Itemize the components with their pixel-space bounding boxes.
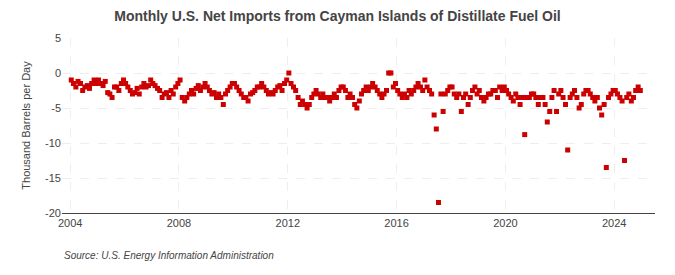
svg-text:2016: 2016 <box>384 217 408 229</box>
svg-text:2024: 2024 <box>602 217 626 229</box>
svg-text:-15: -15 <box>45 172 61 184</box>
svg-text:2004: 2004 <box>58 217 82 229</box>
svg-text:Thousand Barrels per Day: Thousand Barrels per Day <box>20 61 32 190</box>
svg-text:-5: -5 <box>51 102 61 114</box>
svg-text:-20: -20 <box>45 207 61 219</box>
svg-text:-10: -10 <box>45 137 61 149</box>
svg-text:Source: U.S. Energy Informatio: Source: U.S. Energy Information Administ… <box>64 250 274 261</box>
svg-text:2020: 2020 <box>493 217 517 229</box>
svg-text:2012: 2012 <box>276 217 300 229</box>
svg-text:5: 5 <box>55 32 61 44</box>
svg-text:Monthly U.S. Net Imports from: Monthly U.S. Net Imports from Cayman Isl… <box>114 8 561 24</box>
svg-text:2008: 2008 <box>167 217 191 229</box>
svg-text:0: 0 <box>55 67 61 79</box>
